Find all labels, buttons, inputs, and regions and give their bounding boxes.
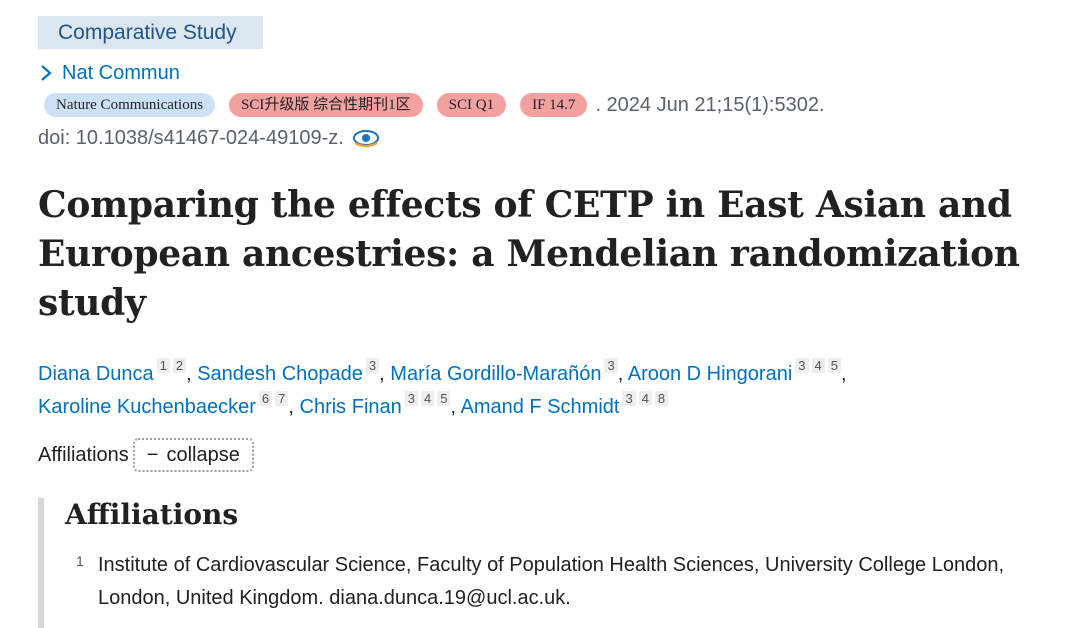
collapse-button-label: collapse [166,443,240,466]
affiliation-ref[interactable]: 6 [258,391,273,406]
affiliation-text: Institute of Cardiovascular Science, Fac… [98,554,1005,609]
author-separator: , [379,363,391,385]
minus-icon: − [146,443,159,466]
affiliations-label: Affiliations [38,443,129,466]
affiliation-ref[interactable]: 5 [437,391,451,406]
article-title: Comparing the effects of CETP in East As… [38,184,1020,324]
author-list: Diana Dunca 1 2, Sandesh Chopade 3, María G… [38,358,1038,424]
author-link[interactable]: María Gordillo-Marañón [390,363,602,385]
chevron-right-icon [41,65,52,81]
journal-badges: Nature Communications SCI升级版 综合性期刊1区 SCI… [44,93,825,117]
affiliation-number: 1 [76,553,84,569]
eye-icon[interactable] [352,129,380,149]
citation-text: . 2024 Jun 21;15(1):5302. [595,93,825,116]
sci-quartile-badge[interactable]: SCI Q1 [436,93,507,117]
affiliation-ref[interactable]: 5 [827,358,841,373]
author-link[interactable]: Diana Dunca [38,363,154,385]
affiliation-ref[interactable]: 4 [811,358,825,373]
journal-rank-badge[interactable]: SCI升级版 综合性期刊1区 [229,93,423,117]
affiliation-ref[interactable]: 2 [172,358,187,373]
affiliation-ref[interactable]: 3 [795,358,809,373]
author-link[interactable]: Aroon D Hingorani [627,363,793,385]
affiliation-ref[interactable]: 4 [638,391,652,406]
affiliation-ref[interactable]: 4 [421,391,435,406]
affiliations-toggle-row: Affiliations − collapse [38,437,254,473]
affiliation-ref[interactable]: 3 [604,358,618,373]
journal-link-label[interactable]: Nat Commun [62,61,180,84]
doi-text: doi: 10.1038/s41467-024-49109-z. [38,127,344,149]
author-separator: , [288,396,300,418]
author-separator: , [186,363,198,385]
affiliation-ref[interactable]: 3 [622,391,636,406]
author-separator: , [617,363,628,385]
affiliation-ref[interactable]: 3 [404,391,419,406]
author-separator: , [840,363,847,385]
author-link[interactable]: Chris Finan [299,396,402,418]
publication-type-label: Comparative Study [38,16,263,49]
author-link[interactable]: Sandesh Chopade [197,363,363,385]
affiliation-ref[interactable]: 7 [275,391,289,406]
doi-line: doi: 10.1038/s41467-024-49109-z. [38,127,380,150]
author-link[interactable]: Amand F Schmidt [460,396,620,418]
affiliations-heading: Affiliations [65,498,239,531]
affiliations-panel: Affiliations 1 Institute of Cardiovascul… [38,498,1044,628]
affiliation-ref[interactable]: 8 [654,391,669,406]
journal-link[interactable]: Nat Commun [38,60,180,86]
affiliation-ref[interactable]: 3 [365,358,380,373]
journal-name-badge[interactable]: Nature Communications [44,93,216,117]
affiliation-ref[interactable]: 1 [156,358,170,373]
author-separator: , [450,396,461,418]
collapse-affiliations-button[interactable]: − collapse [132,438,254,472]
author-link[interactable]: Karoline Kuchenbaecker [38,396,256,418]
impact-factor-badge[interactable]: IF 14.7 [520,93,588,117]
